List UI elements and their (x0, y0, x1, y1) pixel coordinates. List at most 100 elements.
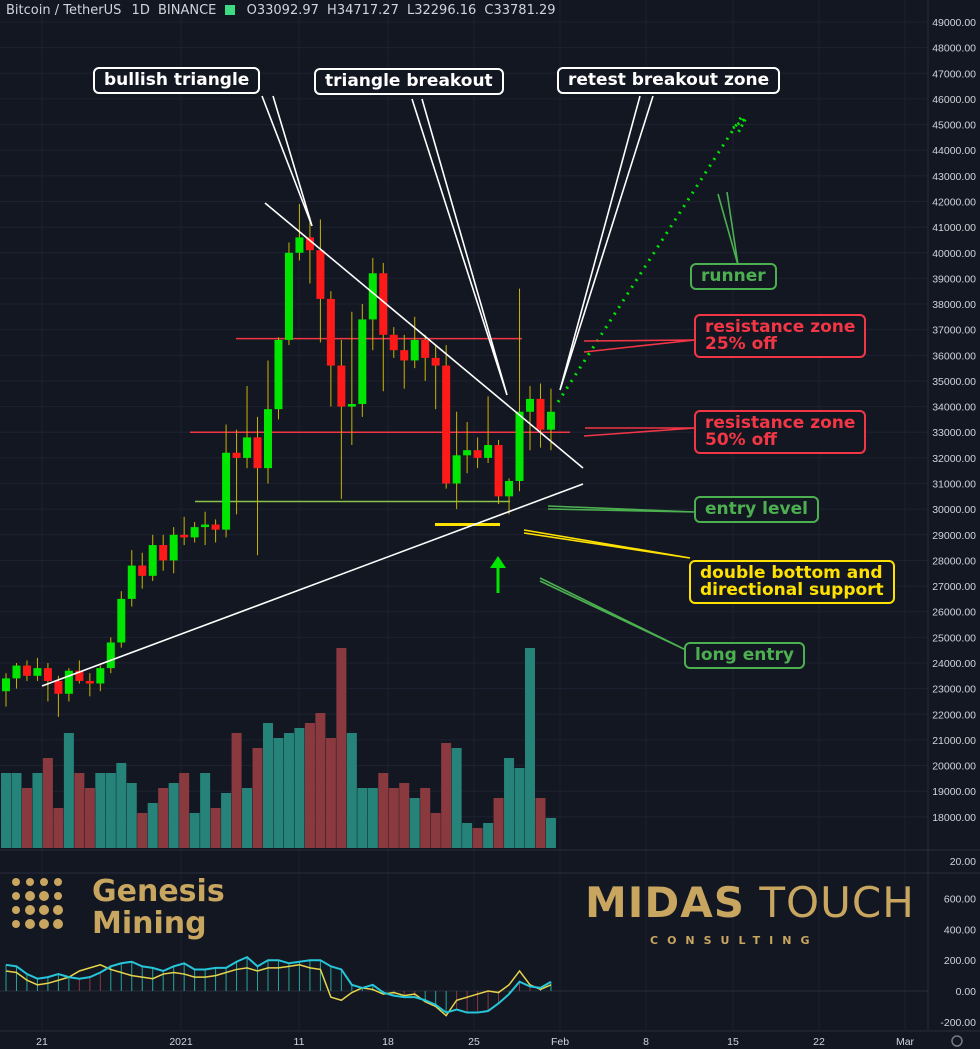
candle-body (505, 481, 513, 496)
volume-bar (53, 808, 63, 848)
annotation-lines (42, 96, 746, 686)
candle-body (421, 340, 429, 358)
price-tick-label: 37000.00 (932, 325, 976, 337)
genesis-dots-logo (10, 876, 80, 932)
price-tick-label: 21000.00 (932, 735, 976, 747)
candle-body (159, 545, 167, 560)
genesis-mining-logo: Genesis Mining (92, 876, 225, 940)
price-tick-label: 40000.00 (932, 248, 976, 260)
price-tick-label: 19000.00 (932, 786, 976, 798)
retest-breakout-zone-label: retest breakout zone (557, 67, 780, 94)
price-tick-label: 32000.00 (932, 453, 976, 465)
price-tick-label: 31000.00 (932, 479, 976, 491)
price-tick-label: 28000.00 (932, 555, 976, 567)
volume-bar (494, 798, 504, 848)
volume-bar (473, 828, 483, 848)
long-entry-pointer (540, 578, 686, 650)
candle-body (96, 668, 104, 683)
candle-body (2, 678, 10, 691)
price-tick-label: 30000.00 (932, 504, 976, 516)
volume-bar (253, 748, 263, 848)
date-tick-label: 15 (727, 1036, 739, 1048)
interval[interactable]: 1D (132, 3, 150, 18)
candle-body (107, 642, 115, 668)
volume-tick-label: 20.00 (950, 856, 976, 868)
candle-body (222, 453, 230, 530)
candle-body (149, 545, 157, 576)
long-entry-arrow-head (490, 556, 506, 568)
oscillator-tick-label: 0.00 (956, 986, 977, 998)
price-tick-label: 48000.00 (932, 43, 976, 55)
candle-body (316, 250, 324, 299)
volume-bar (43, 758, 53, 848)
candle-body (254, 437, 262, 468)
date-tick-label: 22 (813, 1036, 825, 1048)
volume-bar (273, 738, 283, 848)
runner-label: runner (690, 263, 777, 290)
candle-body (432, 358, 440, 366)
price-tick-label: 41000.00 (932, 222, 976, 234)
candle-body (337, 366, 345, 407)
price-tick-label: 36000.00 (932, 350, 976, 362)
volume-bar (221, 793, 231, 848)
price-tick-label: 49000.00 (932, 17, 976, 29)
volume-bar (357, 788, 367, 848)
candle-body (264, 409, 272, 468)
candle-body (33, 668, 41, 676)
volume-bar (11, 773, 21, 848)
triangle-resistance-line (265, 203, 583, 468)
volume-bar (462, 823, 472, 848)
volume-bar (127, 783, 137, 848)
volume-bar (294, 728, 304, 848)
volume-bars (1, 648, 556, 848)
symbol-name[interactable]: Bitcoin / TetherUS (6, 3, 121, 18)
volume-bar (420, 788, 430, 848)
volume-bar (546, 818, 556, 848)
volume-bar (64, 733, 74, 848)
price-tick-label: 47000.00 (932, 68, 976, 80)
runner-pointer (718, 192, 738, 265)
resistance-50-label: resistance zone 50% off (694, 410, 866, 454)
candle-body (453, 455, 461, 483)
candle-body (170, 535, 178, 561)
price-tick-label: 23000.00 (932, 684, 976, 696)
date-tick-label: 18 (382, 1036, 394, 1048)
oscillator-tick-label: -200.00 (940, 1017, 976, 1029)
flag-icon[interactable] (225, 5, 235, 15)
volume-bar (368, 788, 378, 848)
ohlc-close: C33781.29 (484, 3, 555, 18)
midas-touch-logo: MIDAS TOUCH (585, 878, 915, 927)
volume-bar (336, 648, 346, 848)
double-bottom-pointer (524, 530, 690, 558)
price-tick-label: 42000.00 (932, 196, 976, 208)
candle-body (117, 599, 125, 643)
volume-bar (158, 788, 168, 848)
candle-body (212, 525, 220, 530)
double-bottom-line2: directional support (700, 582, 884, 599)
volume-bar (504, 758, 514, 848)
price-tick-label: 29000.00 (932, 530, 976, 542)
volume-bar (284, 733, 294, 848)
oscillator-tick-label: 200.00 (944, 955, 976, 967)
price-tick-label: 38000.00 (932, 299, 976, 311)
volume-bar (211, 808, 221, 848)
entry-level-label: entry level (694, 496, 819, 523)
genesis-line1: Genesis (92, 876, 225, 908)
price-tick-label: 33000.00 (932, 427, 976, 439)
volume-bar (535, 798, 545, 848)
date-tick-label: 25 (468, 1036, 480, 1048)
volume-bar (515, 768, 525, 848)
volume-bar (315, 713, 325, 848)
bullish-triangle-label: bullish triangle (93, 67, 260, 94)
candle-body (390, 335, 398, 350)
genesis-line2: Mining (92, 908, 225, 940)
volume-bar (179, 773, 189, 848)
volume-bar (431, 813, 441, 848)
candle-body (536, 399, 544, 430)
candle-body (233, 453, 241, 458)
date-tick-label: 8 (643, 1036, 649, 1048)
price-tick-label: 43000.00 (932, 171, 976, 183)
price-tick-label: 46000.00 (932, 94, 976, 106)
candle-body (400, 350, 408, 360)
date-tick-label: 11 (294, 1036, 305, 1048)
